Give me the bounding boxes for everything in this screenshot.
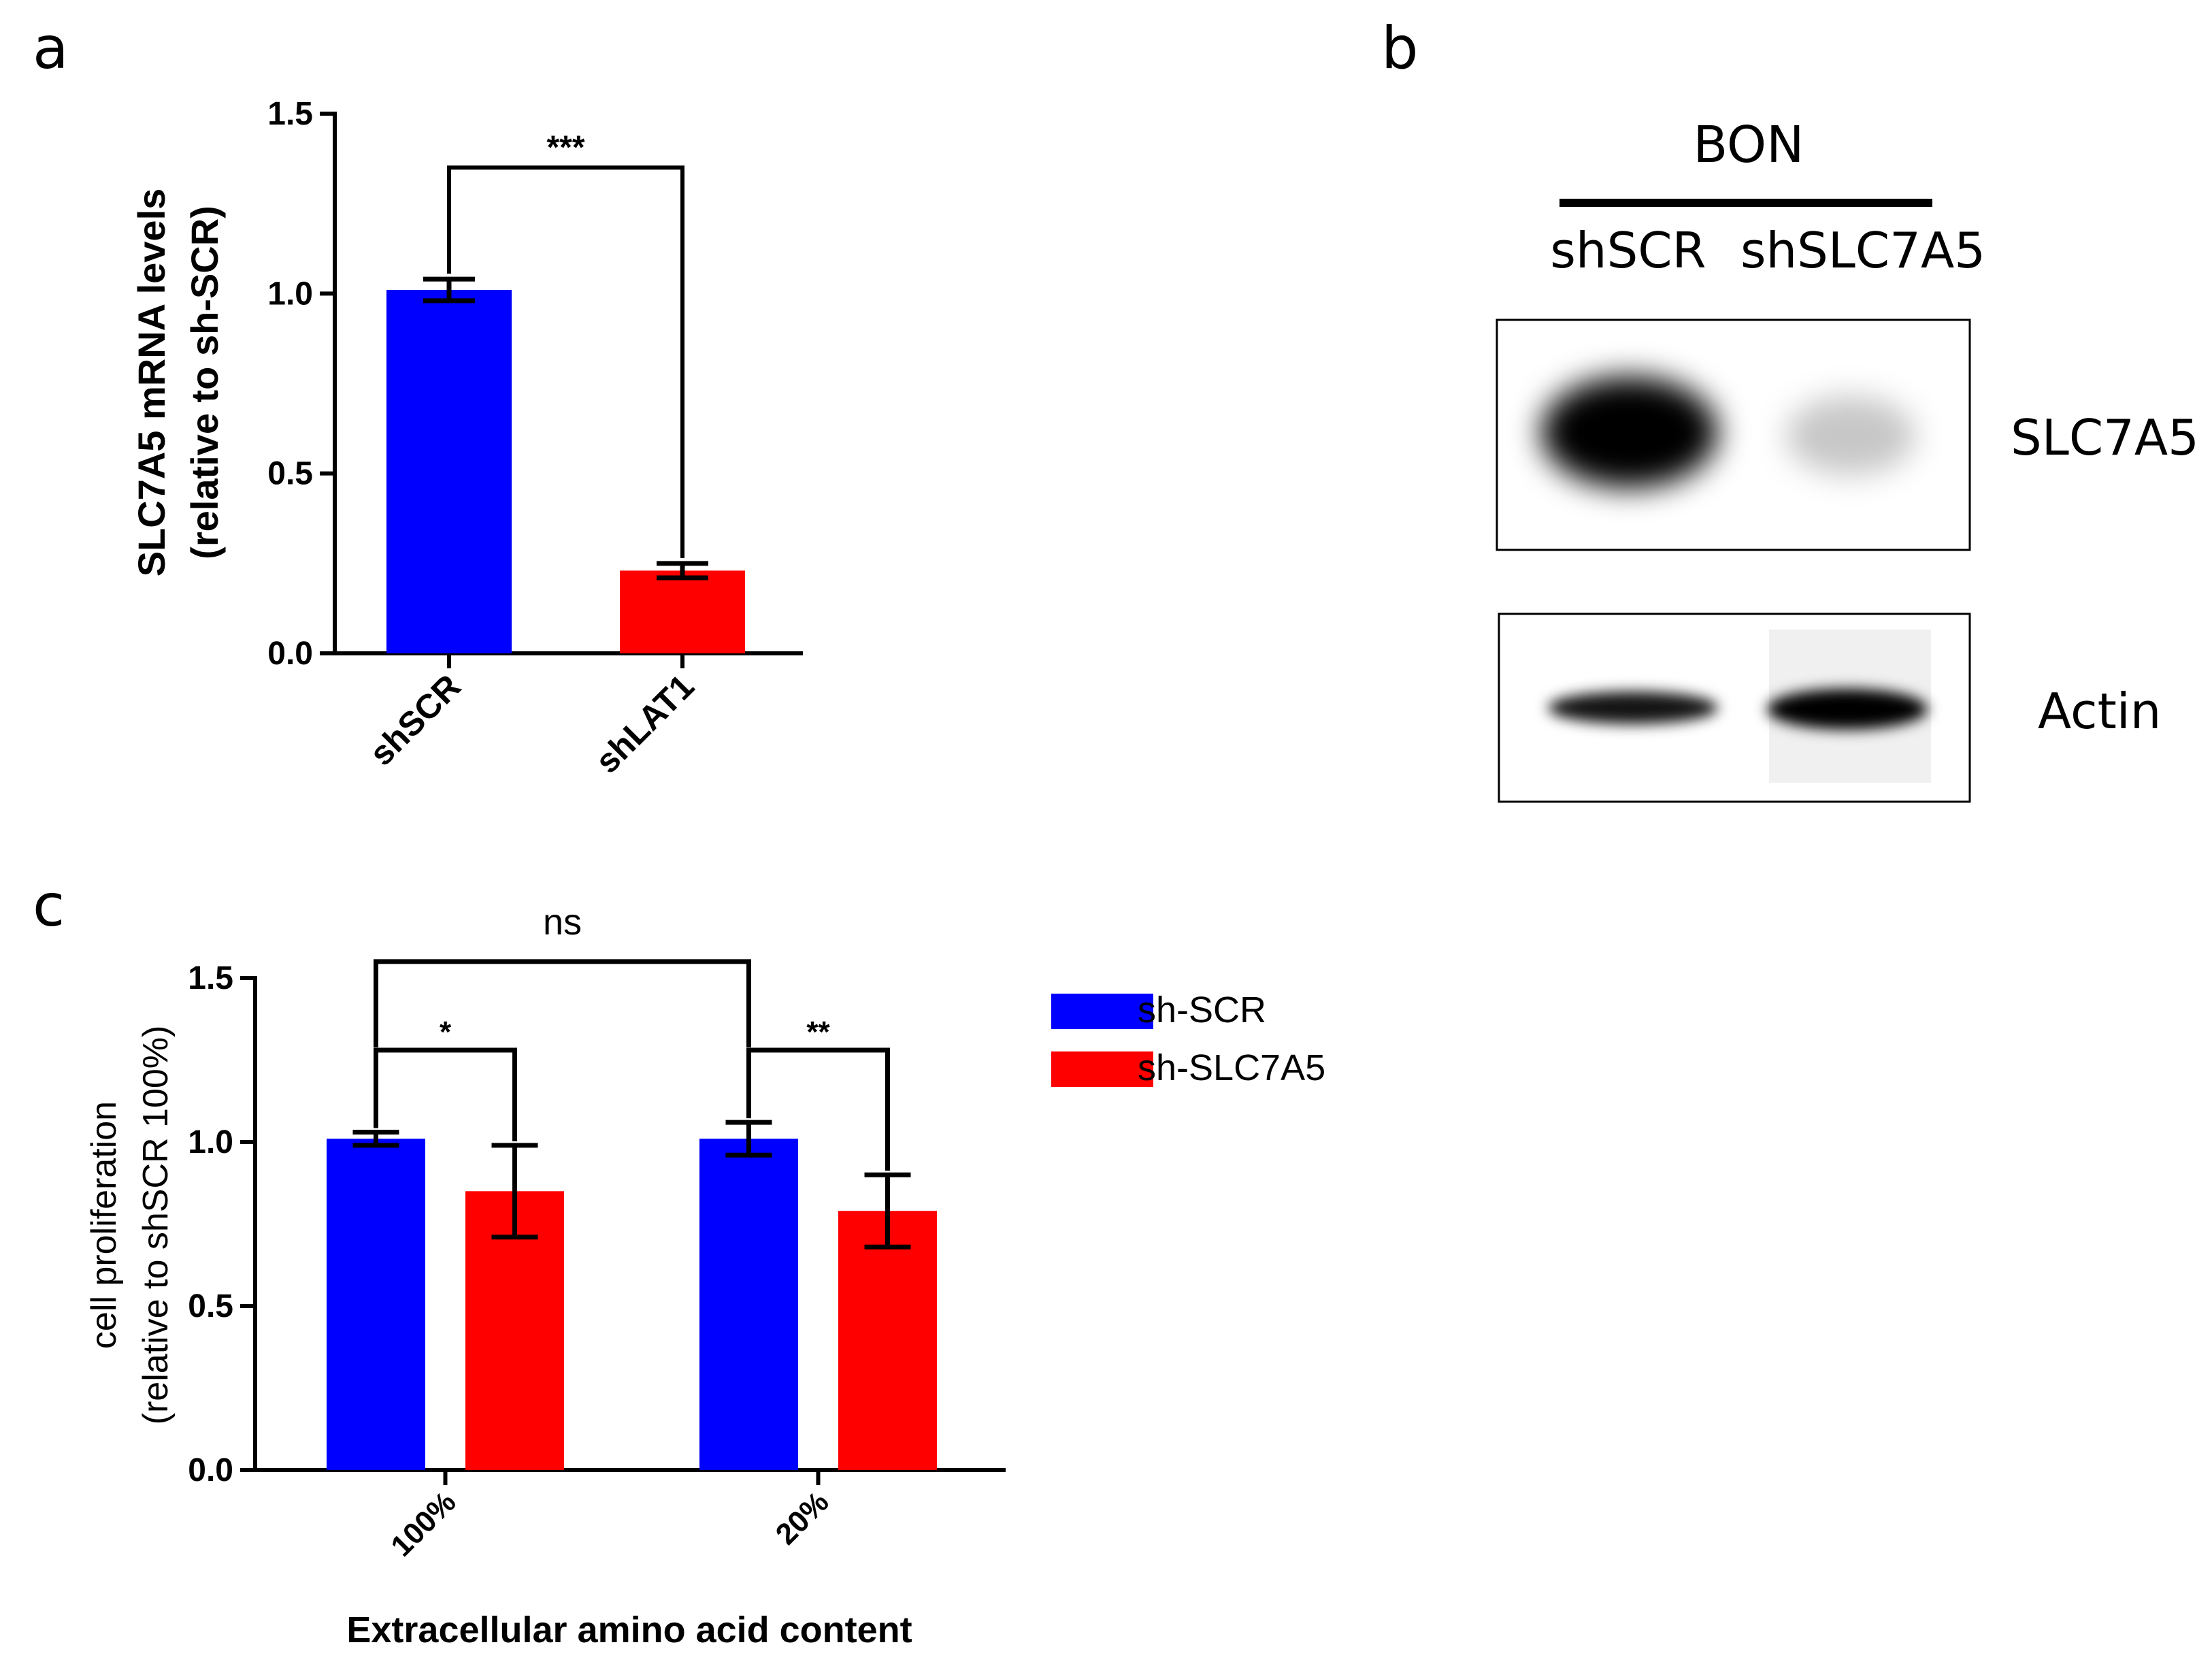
panel-a-y-tick-label: 0.5 [267, 456, 313, 492]
panel-c-bar [327, 1139, 425, 1470]
panel-c-y-axis-label: (relative to shSCR 100%) [136, 1026, 176, 1425]
panel-a-y-axis-label: (relative to sh-SCR) [183, 206, 226, 559]
legend-label: sh-SLC7A5 [1138, 1047, 1325, 1088]
band-actin-shscr [1548, 691, 1718, 724]
blot-bands-slc7a5 [1541, 376, 1915, 488]
panel-c-significance-label: ** [806, 1015, 830, 1049]
panel-c-category-label: 100% [384, 1485, 462, 1563]
legend-swatch [1051, 994, 1153, 1029]
panel-c-y-tick-label: 0.5 [188, 1288, 233, 1324]
legend-label: sh-SCR [1138, 990, 1266, 1030]
cell-line-label: BON [1693, 116, 1804, 174]
panel-c-significance-label: * [440, 1015, 452, 1049]
panel-c-category-label: 20% [770, 1485, 836, 1551]
band-actin-shslc7a5 [1767, 689, 1928, 730]
panel-a-category-label: shSCR [362, 667, 468, 773]
panel-c-y-tick-label: 1.0 [188, 1124, 233, 1160]
band-slc7a5-shslc7a5 [1786, 396, 1915, 475]
panel-a-bar [620, 570, 745, 653]
panel-c-significance-label-ns: ns [543, 902, 582, 943]
panel-c-y-axis-label: cell proliferation [84, 1101, 124, 1349]
panel-c-letter: c [33, 872, 65, 940]
panel-a-significance-label: *** [546, 129, 584, 165]
blot-label-actin: Actin [2038, 683, 2161, 740]
panel-a-category-label: shLAT1 [588, 667, 701, 781]
panel-a-y-axis-label: SLC7A5 mRNA levels [130, 189, 173, 577]
panel-c-x-axis-label: Extracellular amino acid content [346, 1610, 912, 1650]
lane-label-shslc7a5: shSLC7A5 [1740, 222, 1985, 279]
panel-a-bar [386, 290, 512, 654]
panel-c-bar [838, 1211, 937, 1470]
panel-c-significance-bracket [746, 1047, 890, 1171]
legend-swatch [1051, 1051, 1153, 1087]
panel-a-letter: a [33, 14, 69, 82]
band-slc7a5-shscr [1541, 376, 1718, 488]
panel-a-chart: a 0.0 0.5 1.0 1.5 shSCR shLAT1 *** SLC7A5 mRNA … [33, 14, 803, 781]
panel-c-y-tick-label: 0.0 [188, 1452, 233, 1488]
panel-a-y-tick-label: 1.0 [267, 276, 313, 312]
panel-a-y-tick-label: 1.5 [267, 96, 313, 132]
panel-a-significance-bracket [447, 165, 684, 558]
panel-b-letter: b [1381, 14, 1419, 82]
panel-b-western-blot: b BON shSCR shSLC7A5 SLC7A5 Actin [1381, 14, 2199, 803]
panel-c-significance-bracket [374, 1047, 517, 1141]
panel-c-significance-bracket-ns [374, 959, 751, 1048]
blot-label-slc7a5: SLC7A5 [2011, 409, 2199, 466]
panel-a-y-tick-label: 0.0 [267, 636, 313, 672]
panel-c-y-tick-label: 1.5 [188, 960, 233, 996]
blot-bands-actin [1548, 689, 1928, 730]
panel-c-bar [699, 1139, 798, 1470]
lane-label-shscr: shSCR [1550, 222, 1706, 279]
